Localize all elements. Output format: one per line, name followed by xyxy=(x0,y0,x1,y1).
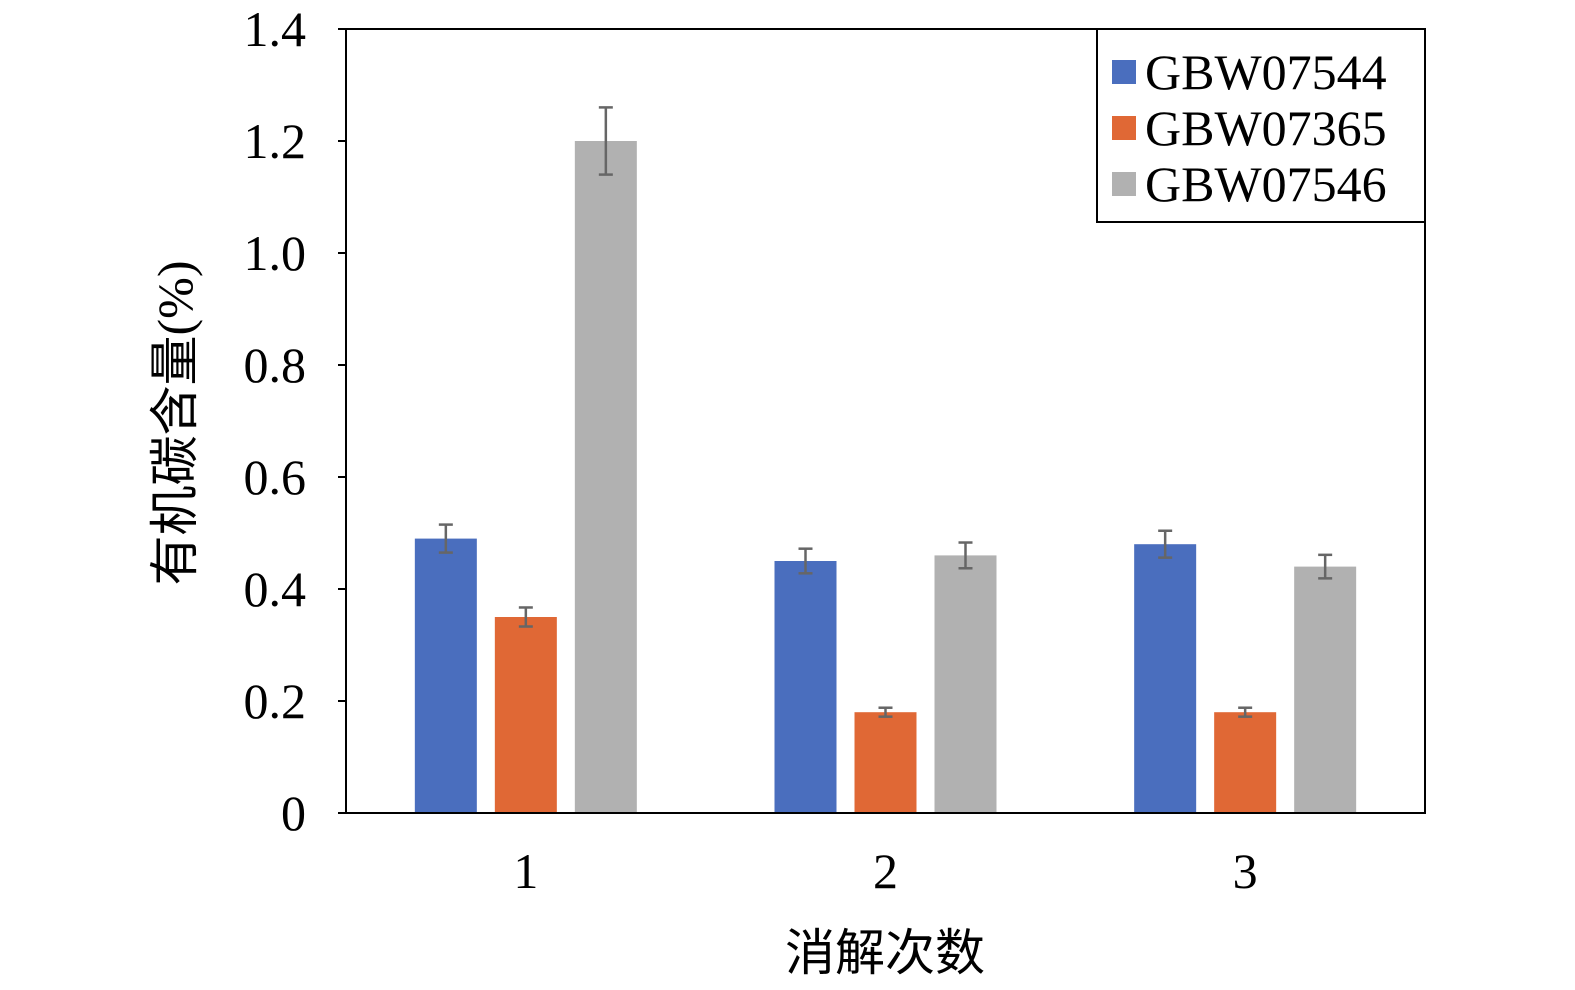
error-bar-GBW07546-2 xyxy=(958,541,973,570)
error-bars-layer xyxy=(438,106,1333,718)
x-axis-label: 消解次数 xyxy=(785,925,985,981)
error-bar-GBW07365-1 xyxy=(518,606,533,628)
y-tick-label: 0.6 xyxy=(244,449,307,505)
error-bar-GBW07365-2 xyxy=(878,706,893,718)
bar-GBW07546-1 xyxy=(574,141,637,813)
legend-swatch-GBW07546 xyxy=(1112,172,1136,196)
legend-label-GBW07546: GBW07546 xyxy=(1145,156,1387,212)
x-axis: 1 2 3 xyxy=(513,843,1257,899)
legend-label-GBW07544: GBW07544 xyxy=(1145,44,1387,100)
bar-GBW07544-3 xyxy=(1134,544,1197,813)
legend-swatch-GBW07544 xyxy=(1112,60,1136,84)
error-bar-GBW07365-3 xyxy=(1238,706,1253,718)
y-tick-label: 0.8 xyxy=(244,337,307,393)
legend-frame xyxy=(1096,28,1426,223)
error-bar-GBW07544-1 xyxy=(438,523,453,554)
legend-swatch-GBW07365 xyxy=(1112,116,1136,140)
y-tick-label: 1.2 xyxy=(244,113,307,169)
error-bar-GBW07544-3 xyxy=(1158,529,1173,559)
y-axis-label: 有机碳含量(%) xyxy=(147,261,203,586)
x-tick-label: 3 xyxy=(1233,843,1258,899)
legend-label-GBW07365: GBW07365 xyxy=(1145,100,1387,156)
bar-GBW07546-2 xyxy=(934,555,997,813)
error-bar-GBW07544-2 xyxy=(798,547,813,575)
bar-GBW07544-1 xyxy=(414,538,477,813)
bars-layer xyxy=(414,141,1357,813)
y-axis: 0 0.2 0.4 0.6 0.8 1.0 1.2 1.4 xyxy=(244,1,346,841)
bar-GBW07365-2 xyxy=(854,712,917,813)
error-bar-GBW07546-3 xyxy=(1318,553,1333,580)
x-tick-label: 1 xyxy=(513,843,538,899)
bar-GBW07544-2 xyxy=(774,561,837,813)
y-tick-label: 1.4 xyxy=(244,1,307,57)
plot-frame xyxy=(345,28,1426,814)
bar-GBW07365-1 xyxy=(494,617,557,813)
y-tick-label: 0.2 xyxy=(244,673,307,729)
bar-GBW07546-3 xyxy=(1294,566,1357,813)
error-bar-GBW07546-1 xyxy=(598,106,613,176)
x-tick-label: 2 xyxy=(873,843,898,899)
y-tick-label: 1.0 xyxy=(244,225,307,281)
bar-GBW07365-3 xyxy=(1214,712,1277,813)
y-tick-label: 0.4 xyxy=(244,561,307,617)
y-tick-label: 0 xyxy=(281,785,306,841)
